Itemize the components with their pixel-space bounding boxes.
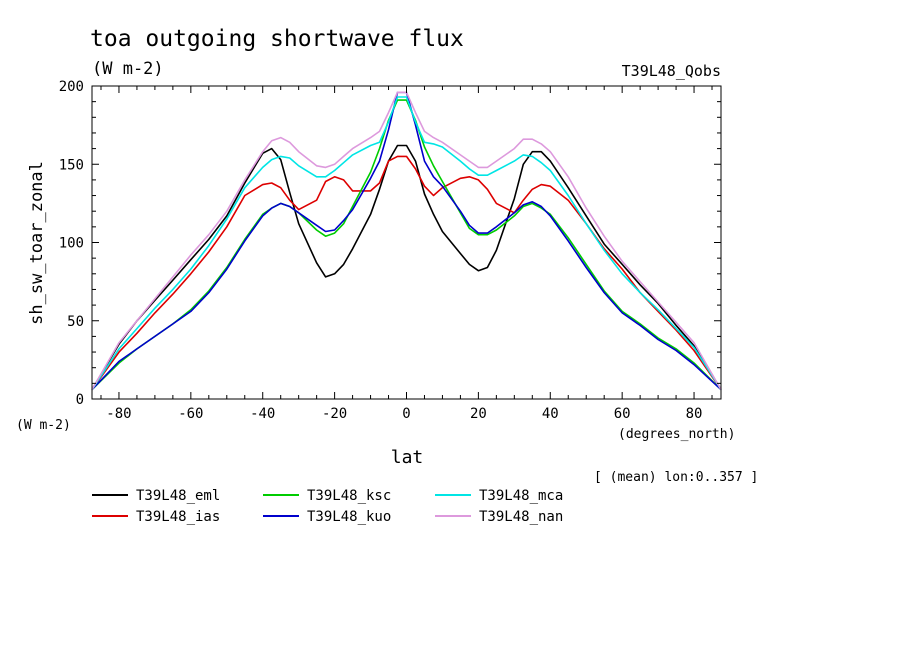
y-axis-units: (W m-2) [16,418,71,433]
y-axis-label: sh_sw_toar_zonal [27,161,47,325]
y-tick-label: 150 [59,157,84,173]
legend-label: T39L48_kuo [307,509,391,525]
series-line-t39l48-ksc [91,99,722,391]
legend-label: T39L48_ksc [307,488,391,504]
y-tick-label: 50 [67,314,84,330]
x-tick-label: 60 [614,406,631,422]
x-axis-label: lat [391,447,424,468]
x-axis-units: (degrees_north) [618,427,735,442]
legend-label: T39L48_eml [136,488,220,504]
x-tick-label: 0 [402,406,410,422]
chart-title: toa outgoing shortwave flux [90,26,464,52]
plot-lines [91,91,722,391]
dataset-label: T39L48_Qobs [622,62,721,80]
axes: -80 -60 -40 -20 0 20 40 60 80 0 50 100 150 200 [59,79,722,422]
y-tick-label: 0 [76,392,84,408]
series-line-t39l48-kuo [91,91,722,391]
y-tick-label: 100 [59,236,84,252]
x-tick-label: -40 [250,406,275,422]
x-tick-label: 40 [542,406,559,422]
x-tick-label: 80 [686,406,703,422]
series-line-t39l48-mca [91,96,722,391]
footnote: [ (mean) lon:0..357 ] [594,470,758,485]
x-tick-label: -60 [178,406,203,422]
x-tick-label: -80 [106,406,131,422]
legend: T39L48_eml T39L48_ias T39L48_ksc T39L48_kuo… [92,488,563,525]
legend-label: T39L48_nan [479,509,563,525]
legend-label: T39L48_ias [136,509,220,525]
x-tick-label: -20 [322,406,347,422]
units-label: (W m-2) [92,59,164,79]
plot-frame [91,85,722,400]
series-line-t39l48-ias [91,155,722,391]
y-tick-label: 200 [59,79,84,95]
series-line-t39l48-nan [91,91,722,390]
series-line-t39l48-eml [91,144,722,391]
legend-label: T39L48_mca [479,488,563,504]
x-tick-label: 20 [470,406,487,422]
